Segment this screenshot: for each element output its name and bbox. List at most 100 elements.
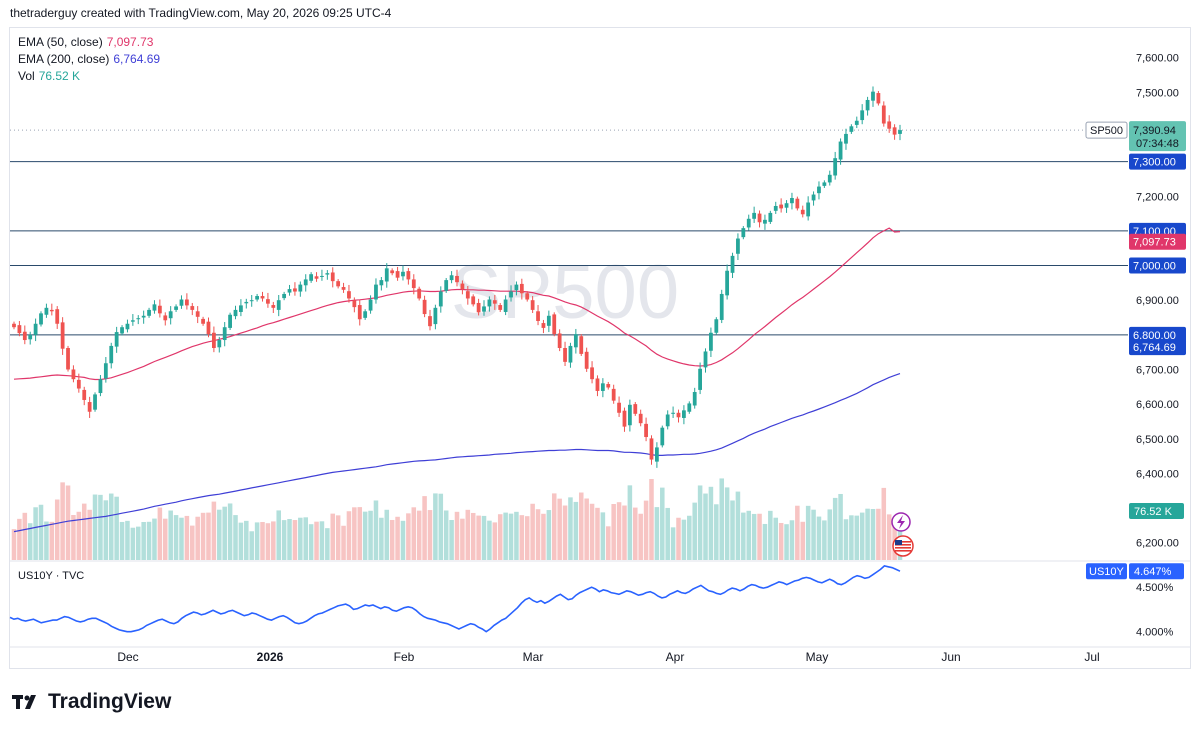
candle[interactable]	[379, 276, 384, 291]
candle[interactable]	[71, 365, 76, 383]
candle[interactable]	[357, 299, 362, 326]
us10y-last-badge[interactable]: 4.647%	[1129, 563, 1184, 580]
candle[interactable]	[125, 319, 130, 333]
candle[interactable]	[287, 284, 292, 296]
candle[interactable]	[476, 298, 481, 316]
candle[interactable]	[676, 409, 681, 423]
ema200-price-badge[interactable]: 6,764.69	[1129, 339, 1186, 356]
candle[interactable]	[201, 316, 205, 326]
symbol-badge[interactable]: SP500	[1085, 121, 1128, 139]
candle[interactable]	[719, 289, 724, 324]
candle[interactable]	[741, 226, 746, 240]
candle[interactable]	[790, 192, 794, 210]
ema50-line[interactable]	[13, 227, 901, 381]
candle[interactable]	[438, 286, 443, 313]
candle[interactable]	[157, 299, 162, 318]
candle[interactable]	[336, 279, 341, 289]
candle[interactable]	[109, 342, 114, 369]
candle[interactable]	[519, 278, 524, 300]
candle[interactable]	[660, 425, 665, 448]
candle[interactable]	[87, 396, 92, 418]
candle[interactable]	[800, 205, 805, 218]
candle[interactable]	[465, 285, 470, 305]
candle[interactable]	[827, 170, 832, 186]
candle[interactable]	[779, 198, 784, 213]
candle[interactable]	[347, 284, 351, 303]
candle[interactable]	[195, 306, 200, 324]
candle[interactable]	[876, 90, 881, 106]
candle[interactable]	[49, 303, 54, 316]
candle[interactable]	[217, 336, 222, 353]
level-price-badge[interactable]: 7,000.00	[1129, 257, 1186, 274]
candle[interactable]	[330, 267, 335, 288]
candle[interactable]	[76, 373, 81, 393]
candle[interactable]	[541, 319, 546, 334]
candle[interactable]	[390, 268, 395, 276]
candle[interactable]	[444, 278, 449, 293]
candle[interactable]	[509, 285, 513, 302]
candle[interactable]	[579, 334, 584, 356]
candle[interactable]	[244, 298, 249, 309]
candle[interactable]	[714, 317, 719, 335]
candle[interactable]	[39, 311, 43, 327]
candle[interactable]	[546, 310, 551, 333]
candle[interactable]	[881, 101, 886, 127]
candle[interactable]	[865, 96, 870, 116]
candle[interactable]	[833, 151, 838, 180]
candle[interactable]	[163, 312, 168, 326]
candle[interactable]	[838, 138, 843, 165]
candle[interactable]	[303, 274, 308, 292]
candle[interactable]	[211, 326, 216, 353]
candle[interactable]	[460, 280, 465, 295]
candle[interactable]	[60, 317, 65, 355]
tradingview-logo[interactable]: TradingView	[12, 690, 171, 714]
candle[interactable]	[817, 181, 821, 200]
us10y-symbol-badge[interactable]: US10Y	[1086, 563, 1127, 580]
candle[interactable]	[309, 272, 314, 283]
vol-legend[interactable]: Vol 76.52 K	[18, 68, 160, 85]
candle[interactable]	[239, 299, 243, 317]
candle[interactable]	[698, 362, 703, 395]
candle[interactable]	[627, 399, 632, 432]
candle[interactable]	[638, 409, 643, 427]
candle[interactable]	[487, 296, 492, 312]
candle[interactable]	[228, 312, 232, 330]
candle[interactable]	[44, 303, 49, 318]
candle[interactable]	[184, 293, 189, 310]
candle[interactable]	[384, 263, 389, 288]
candle[interactable]	[455, 269, 459, 287]
candle[interactable]	[103, 357, 108, 383]
candle[interactable]	[255, 293, 260, 302]
candle[interactable]	[298, 281, 303, 297]
candle[interactable]	[687, 401, 692, 414]
candle[interactable]	[795, 196, 800, 211]
candle[interactable]	[773, 201, 778, 214]
candle[interactable]	[363, 309, 368, 320]
candle[interactable]	[28, 331, 33, 345]
candle[interactable]	[249, 295, 254, 307]
us10y-line[interactable]	[9, 565, 901, 633]
ema200-line[interactable]	[13, 373, 901, 533]
candle[interactable]	[341, 282, 346, 293]
candle[interactable]	[147, 307, 151, 318]
lightning-event-icon[interactable]	[891, 512, 911, 532]
candle[interactable]	[552, 312, 557, 337]
candle[interactable]	[417, 286, 422, 301]
candle[interactable]	[282, 291, 287, 301]
candle[interactable]	[633, 402, 638, 416]
candle[interactable]	[860, 104, 865, 125]
candle[interactable]	[406, 267, 411, 285]
candle[interactable]	[595, 375, 600, 397]
candle[interactable]	[730, 252, 735, 279]
candle[interactable]	[374, 278, 378, 304]
candle[interactable]	[736, 233, 740, 261]
candle[interactable]	[871, 86, 875, 107]
candle[interactable]	[141, 310, 146, 324]
candle[interactable]	[168, 306, 173, 325]
candle[interactable]	[174, 304, 178, 312]
candle[interactable]	[276, 295, 281, 317]
candle[interactable]	[665, 410, 670, 430]
candle[interactable]	[757, 210, 762, 228]
